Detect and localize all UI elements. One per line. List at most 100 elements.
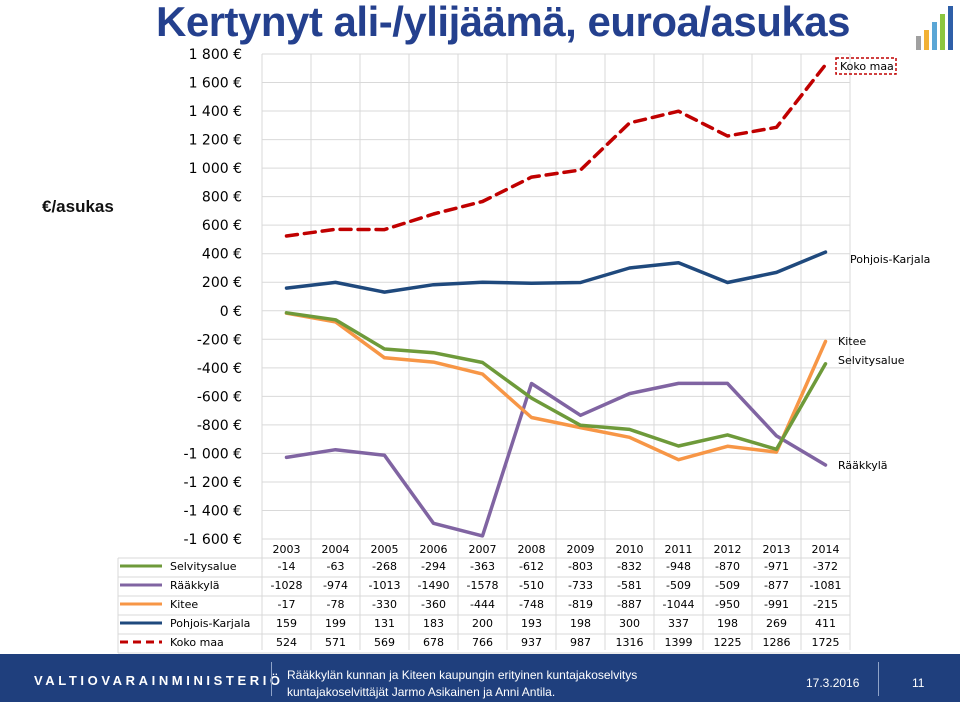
data-label: -1578 bbox=[467, 579, 499, 592]
y-unit-label: €/asukas bbox=[42, 197, 114, 216]
legend-entry: Pohjois-Karjala bbox=[170, 617, 250, 630]
data-label: 987 bbox=[570, 636, 591, 649]
data-label: -748 bbox=[519, 598, 544, 611]
data-label: 1286 bbox=[763, 636, 791, 649]
data-label: 766 bbox=[472, 636, 493, 649]
data-label: 1725 bbox=[812, 636, 840, 649]
data-label: -948 bbox=[666, 560, 691, 573]
data-label: 937 bbox=[521, 636, 542, 649]
series-end-labels: Selvitysalue Rääkkylä Kitee Pohjois-Karjala… bbox=[835, 57, 930, 472]
series-line-selvitysalue bbox=[284, 311, 828, 452]
data-label: -887 bbox=[617, 598, 642, 611]
x-tick-label: 2013 bbox=[763, 543, 791, 556]
series-end-label: Pohjois-Karjala bbox=[850, 253, 930, 266]
y-tick-label: -1 200 € bbox=[184, 475, 243, 491]
y-axis: 1 800 € 1 600 € 1 400 € 1 200 € 1 000 € 800 €… bbox=[184, 47, 243, 548]
data-label: 1316 bbox=[616, 636, 644, 649]
data-label: -803 bbox=[568, 560, 593, 573]
data-label: -971 bbox=[764, 560, 789, 573]
legend-entry: Koko maa bbox=[170, 636, 224, 649]
x-tick-label: 2007 bbox=[469, 543, 497, 556]
data-label: -360 bbox=[421, 598, 446, 611]
data-label: -63 bbox=[327, 560, 345, 573]
slide-title: Kertynyt ali-/ylijäämä, euroa/asukas bbox=[156, 0, 851, 45]
ministry-name: VALTIOVARAINMINISTERIÖ bbox=[34, 673, 284, 688]
data-label: -733 bbox=[568, 579, 593, 592]
y-tick-label: 1 800 € bbox=[189, 47, 242, 63]
series-line-pohjois-karjala bbox=[284, 250, 828, 294]
data-label: -991 bbox=[764, 598, 789, 611]
bar-logo-icon bbox=[916, 6, 953, 50]
data-table: 2003 2004 2005 2006 2007 2008 2009 2010 2011 2012… bbox=[117, 543, 850, 654]
data-label: -510 bbox=[519, 579, 544, 592]
series-end-label: Rääkkylä bbox=[838, 459, 888, 472]
y-tick-label: 400 € bbox=[202, 247, 242, 263]
y-tick-label: -400 € bbox=[197, 361, 242, 377]
x-tick-label: 2006 bbox=[420, 543, 448, 556]
legend-entry: Rääkkylä bbox=[170, 579, 220, 592]
x-tick-label: 2005 bbox=[371, 543, 399, 556]
data-label: 159 bbox=[276, 617, 297, 630]
y-tick-label: 800 € bbox=[202, 190, 242, 206]
data-label: -17 bbox=[278, 598, 296, 611]
data-label: 678 bbox=[423, 636, 444, 649]
data-label: 571 bbox=[325, 636, 346, 649]
data-label: 337 bbox=[668, 617, 689, 630]
y-tick-label: 600 € bbox=[202, 218, 242, 234]
y-tick-label: -800 € bbox=[197, 418, 242, 434]
data-label: -215 bbox=[813, 598, 838, 611]
line-chart: 1 800 € 1 600 € 1 400 € 1 200 € 1 000 € 800 €… bbox=[117, 47, 930, 654]
data-label: -444 bbox=[470, 598, 495, 611]
legend-entry: Selvitysalue bbox=[170, 560, 237, 573]
data-label: 198 bbox=[570, 617, 591, 630]
data-label: 269 bbox=[766, 617, 787, 630]
data-label: -1013 bbox=[369, 579, 401, 592]
footer-divider bbox=[878, 662, 879, 696]
legend-box bbox=[835, 57, 897, 75]
y-tick-label: 1 400 € bbox=[189, 104, 242, 120]
data-label: 1399 bbox=[665, 636, 693, 649]
data-label: -372 bbox=[813, 560, 838, 573]
data-label: -612 bbox=[519, 560, 544, 573]
y-tick-label: 0 € bbox=[220, 304, 242, 320]
y-tick-label: -1 400 € bbox=[184, 503, 243, 519]
data-label: -832 bbox=[617, 560, 642, 573]
data-label: 199 bbox=[325, 617, 346, 630]
y-tick-label: 1 200 € bbox=[189, 133, 242, 149]
data-label: -509 bbox=[666, 579, 691, 592]
y-tick-label: 1 000 € bbox=[189, 161, 242, 177]
page-number: 11 bbox=[912, 676, 925, 690]
data-label: -870 bbox=[715, 560, 740, 573]
x-tick-label: 2014 bbox=[812, 543, 840, 556]
data-label: -1028 bbox=[271, 579, 303, 592]
series-line-kitee bbox=[284, 311, 828, 462]
source-line-2: kuntajakoselvittäjät Jarmo Asikainen ja … bbox=[287, 685, 556, 699]
series-end-label: Kitee bbox=[838, 335, 866, 348]
data-label: -974 bbox=[323, 579, 348, 592]
x-tick-label: 2003 bbox=[273, 543, 301, 556]
data-label: 569 bbox=[374, 636, 395, 649]
data-label: -268 bbox=[372, 560, 397, 573]
data-label: -1490 bbox=[418, 579, 450, 592]
x-tick-label: 2009 bbox=[567, 543, 595, 556]
footer-divider bbox=[271, 662, 272, 696]
data-label: -14 bbox=[278, 560, 296, 573]
y-tick-label: -1 600 € bbox=[184, 532, 243, 548]
data-label: 183 bbox=[423, 617, 444, 630]
y-tick-label: -600 € bbox=[197, 389, 242, 405]
footer-bar: VALTIOVARAINMINISTERIÖ Rääkkylän kunnan … bbox=[0, 654, 960, 702]
data-label: -819 bbox=[568, 598, 593, 611]
y-tick-label: 200 € bbox=[202, 275, 242, 291]
data-label: 411 bbox=[815, 617, 836, 630]
y-tick-label: 1 600 € bbox=[189, 76, 242, 92]
series-end-label: Koko maa bbox=[840, 60, 894, 73]
data-label: -78 bbox=[327, 598, 345, 611]
source-line-1: Rääkkylän kunnan ja Kiteen kaupungin eri… bbox=[287, 668, 638, 682]
data-label: 131 bbox=[374, 617, 395, 630]
data-label: 193 bbox=[521, 617, 542, 630]
data-label: -581 bbox=[617, 579, 642, 592]
data-label: 198 bbox=[717, 617, 738, 630]
series-line-rääkkylä bbox=[284, 381, 828, 538]
legend-entry: Kitee bbox=[170, 598, 198, 611]
data-label: 1225 bbox=[714, 636, 742, 649]
